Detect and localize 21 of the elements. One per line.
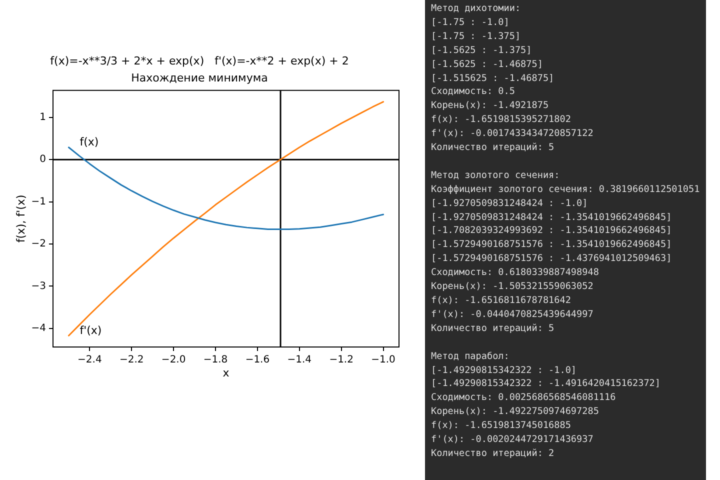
series-label: f(x) [80, 136, 99, 149]
y-axis-title: f(x), f'(x) [14, 194, 28, 243]
x-axis-title: x [222, 366, 230, 380]
console-panel: Метод дихотомии: [-1.75 : -1.0] [-1.75 : -1.375] [-1.5625 : -1.375] [-1.5625 : -1.46875] [-1.515625 : -1.46875] Сходимость: 0.5 Корень(x): -1.4921875 f(x): -1.6519815395271802 f'(x): -0.0017433434720857122 Количество итераций: 5 Метод золотого сечения: Коэффициент золотого сечения: 0.3819660112501051 [-1.9270509831248424 : -1.0] [-1.9270509831248424 : -1.3541019662496845] [-1.7082039324993692 : -1.3541019662496845] [-1.5729490168751576 : -1.3541019662496845] [-1.5729490168751576 : -1.4376941012509463] Сходимость: 0.6180339887498948 Корень(x): -1.505321559063052 f(x): -1.6516811678781642 f'(x): -0.0440470825439644997 Количество итераций: 5 Метод парабол: [-1.49290815342322 : -1.0] [-1.49290815342322 : -1.4916420415162372] Сходимость: 0.0025686568546081116 Корень(x): -1.4922750974697285 f(x): -1.6519813745016885 f'(x): -0.0020244729171436937 Количество итераций: 2 [425, 0, 706, 480]
y-tick-label: 1 [40, 112, 46, 124]
chart-title: f(x)=-x**3/3 + 2*x + exp(x) f'(x)=-x**2 + exp(x) + 2 [50, 54, 349, 68]
x-tick-label: −1.4 [287, 354, 312, 366]
y-tick-label: 0 [40, 154, 46, 166]
x-tick-label: −1.8 [203, 354, 228, 366]
y-tick-label: −2 [31, 238, 46, 250]
x-tick-label: −2.2 [119, 354, 144, 366]
y-tick-label: −3 [31, 280, 46, 292]
y-tick-label: −1 [31, 196, 46, 208]
series-label: f'(x) [80, 324, 102, 337]
chart-subtitle: Нахождение минимума [131, 72, 268, 85]
y-tick-label: −4 [31, 323, 46, 334]
x-tick-label: −1.2 [329, 354, 354, 366]
x-tick-label: −2.0 [161, 354, 186, 366]
x-tick-label: −1.6 [245, 354, 270, 366]
x-tick-label: −1.0 [371, 354, 396, 366]
x-tick-label: −2.4 [78, 354, 102, 366]
